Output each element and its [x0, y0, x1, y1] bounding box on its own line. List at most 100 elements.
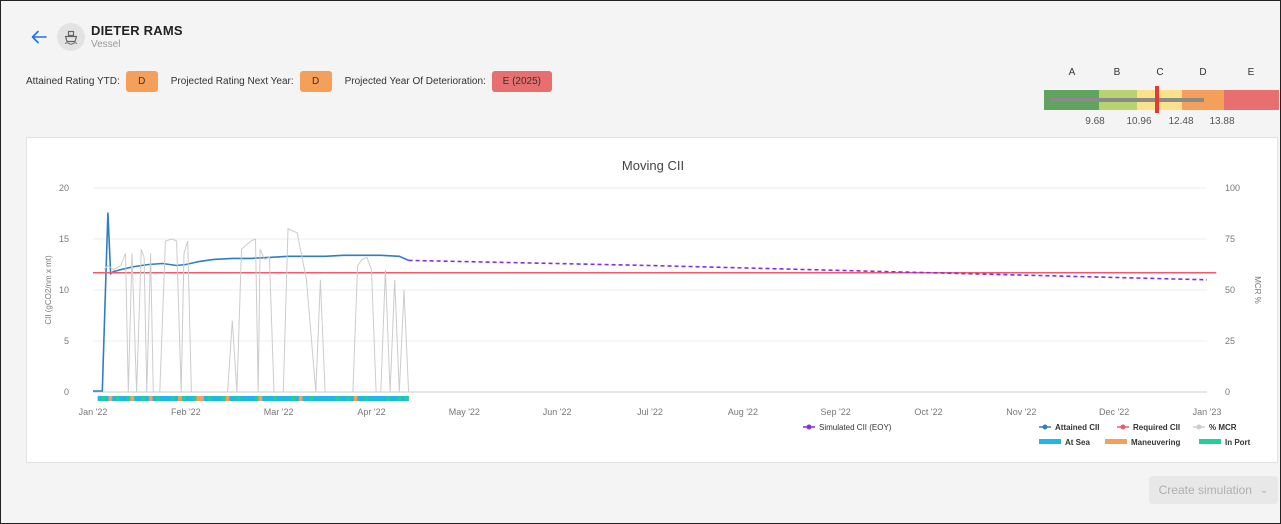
- y2-tick-100: 100: [1225, 183, 1240, 193]
- operation-segment-10: [134, 396, 139, 401]
- operation-segment-57: [306, 396, 311, 401]
- x-tick-3: Apr '22: [357, 407, 385, 417]
- operation-segment-27: [196, 396, 201, 401]
- operation-segment-64: [331, 396, 336, 401]
- operation-segment-54: [295, 396, 300, 401]
- legend-simulated-cii-dot: [806, 424, 812, 430]
- avatar: [57, 23, 85, 51]
- boundary-cd: 12.48: [1168, 116, 1194, 127]
- x-tick-11: Dec '22: [1099, 407, 1129, 417]
- moving-cii-chart: Moving CII 0 5 10 15 20 0 25 50 75 100 CII (gCO2/nm…: [44, 158, 1262, 447]
- create-simulation-label: Create simulation: [1158, 483, 1252, 497]
- legend-required-cii-dot: [1120, 424, 1126, 430]
- operation-segment-48: [273, 396, 278, 401]
- attained-rating-badge: D: [125, 71, 158, 92]
- deterioration-badge: E (2025): [491, 71, 552, 92]
- operation-segment-20: [170, 396, 175, 401]
- scale-letters: A B C D E: [1044, 67, 1279, 81]
- operation-segment-83: [401, 396, 406, 401]
- legend-op-1-label: Maneuvering: [1131, 438, 1180, 447]
- x-tick-7: Aug '22: [728, 407, 758, 417]
- back-button[interactable]: [25, 23, 53, 51]
- operation-segment-28: [200, 396, 205, 401]
- operation-segment-29: [203, 396, 208, 401]
- operation-segment-65: [335, 396, 340, 401]
- operation-segment-69: [350, 396, 355, 401]
- operation-segment-4: [112, 396, 117, 401]
- legend-op-2-label: In Port: [1225, 438, 1251, 447]
- scale-letter-a: A: [1068, 67, 1076, 78]
- operation-segment-45: [262, 396, 267, 401]
- moving-cii-chart-card: Moving CII 0 5 10 15 20 0 25 50 75 100 CII (gCO2/nm…: [26, 137, 1278, 463]
- operation-segment-23: [181, 396, 186, 401]
- operation-segment-55: [298, 396, 303, 401]
- operation-segment-2: [104, 396, 109, 401]
- operation-segment-76: [375, 396, 380, 401]
- legend-op-0-swatch: [1039, 439, 1061, 444]
- series-3-line: [103, 228, 410, 393]
- operation-segment-8: [126, 396, 131, 401]
- chevron-down-icon: ⌄: [1259, 484, 1269, 496]
- operation-segment-18: [163, 396, 168, 401]
- y2-tick-0: 0: [1225, 387, 1230, 397]
- operation-segment-77: [379, 396, 384, 401]
- x-tick-9: Oct '22: [914, 407, 942, 417]
- ratings-row: Attained Rating YTD: D Projected Rating …: [26, 71, 565, 92]
- y2-axis-label: MCR %: [1253, 276, 1262, 304]
- legend-op-1-swatch: [1105, 439, 1127, 444]
- boundary-de: 13.88: [1209, 116, 1235, 127]
- projected-rating-badge: D: [299, 71, 332, 92]
- operation-segment-38: [236, 396, 241, 401]
- legend-mcr-dot: [1196, 424, 1202, 430]
- operation-segment-6: [119, 396, 124, 401]
- operation-segment-44: [258, 396, 263, 401]
- operation-segment-0: [97, 396, 102, 401]
- operation-segment-32: [214, 396, 219, 401]
- operation-segment-7: [123, 396, 128, 401]
- operation-segment-68: [346, 396, 351, 401]
- operation-segment-72: [361, 396, 366, 401]
- arrow-left-icon: [31, 30, 47, 44]
- scale-letter-b: B: [1113, 67, 1121, 78]
- create-simulation-button[interactable]: Create simulation ⌄: [1149, 476, 1278, 504]
- operation-segment-24: [185, 396, 190, 401]
- projected-rating-label: Projected Rating Next Year:: [170, 76, 294, 87]
- operation-segment-25: [189, 396, 194, 401]
- operation-segment-5: [115, 396, 120, 401]
- operation-segment-42: [251, 396, 256, 401]
- operation-segment-11: [137, 396, 142, 401]
- operation-segment-35: [225, 396, 230, 401]
- operation-segment-39: [240, 396, 245, 401]
- series-2-line: [408, 259, 1208, 281]
- operation-segment-3: [108, 396, 113, 401]
- legend-op-2-swatch: [1199, 439, 1221, 444]
- y-axis-label: CII (gCO2/nm x mt): [44, 255, 53, 325]
- operation-segment-79: [386, 396, 391, 401]
- operation-segment-67: [342, 396, 347, 401]
- operation-segment-50: [280, 396, 285, 401]
- operation-segment-22: [178, 396, 183, 401]
- operation-segment-16: [156, 396, 161, 401]
- operation-segment-80: [390, 396, 395, 401]
- operation-segment-1: [101, 396, 106, 401]
- x-tick-6: Jul '22: [637, 407, 663, 417]
- y-tick-10: 10: [59, 285, 69, 295]
- operation-segment-36: [229, 396, 234, 401]
- operation-segment-14: [148, 396, 153, 401]
- operation-segment-13: [145, 396, 150, 401]
- y2-tick-75: 75: [1225, 234, 1235, 244]
- x-tick-4: May '22: [449, 407, 480, 417]
- ship-icon: [64, 30, 78, 45]
- attained-marker: [1155, 86, 1159, 113]
- operation-segment-41: [247, 396, 252, 401]
- legend-attained-cii-label: Attained CII: [1055, 423, 1099, 432]
- x-tick-8: Sep '22: [821, 407, 851, 417]
- x-tick-2: Mar '22: [264, 407, 294, 417]
- scale-letter-c: C: [1156, 67, 1164, 78]
- operation-segment-15: [152, 396, 157, 401]
- operation-segment-51: [284, 396, 289, 401]
- y-tick-0: 0: [64, 387, 69, 397]
- operation-segment-53: [291, 396, 296, 401]
- operation-segment-12: [141, 396, 146, 401]
- operation-segment-60: [317, 396, 322, 401]
